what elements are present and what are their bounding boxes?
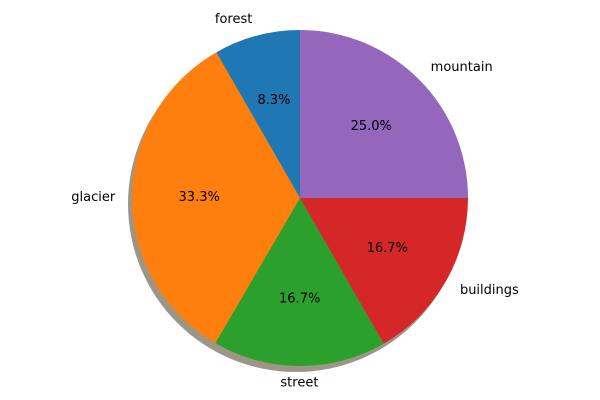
category-label-glacier: glacier xyxy=(71,190,116,205)
pie-slice-mountain xyxy=(300,30,468,198)
pie-slice-buildings xyxy=(300,198,468,344)
percent-label-forest: 8.3% xyxy=(257,93,290,108)
percent-label-buildings: 16.7% xyxy=(367,241,408,256)
pie-slice-street xyxy=(215,198,384,366)
category-label-street: street xyxy=(280,375,318,390)
percent-label-street: 16.7% xyxy=(279,291,320,306)
percent-label-glacier: 33.3% xyxy=(179,190,220,205)
category-label-mountain: mountain xyxy=(431,60,493,75)
pie-slice-forest xyxy=(216,30,300,198)
pie-slice-glacier xyxy=(132,52,300,344)
percent-label-mountain: 25.0% xyxy=(351,119,392,134)
pie-labels: mountain 25.0% forest 8.3% glacier 33.3% stree… xyxy=(71,12,519,390)
category-label-buildings: buildings xyxy=(460,283,519,298)
category-label-forest: forest xyxy=(215,12,252,27)
pie-slices xyxy=(132,30,468,366)
